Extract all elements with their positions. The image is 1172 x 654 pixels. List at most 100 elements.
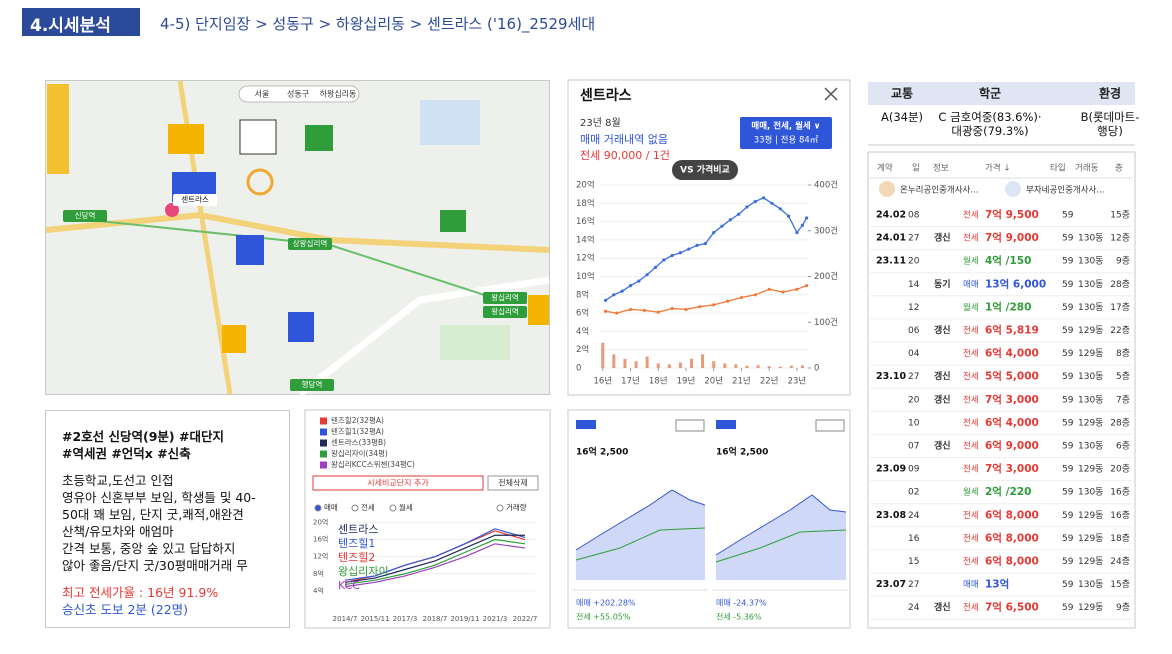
compare-line — [344, 534, 525, 583]
volume-bar — [712, 361, 716, 368]
jeonse-point — [698, 305, 702, 309]
legend-label: 왕십리KCC스위첸(34평C) — [331, 459, 415, 469]
x-tick-label: 20년 — [704, 376, 723, 387]
add-button[interactable] — [312, 475, 484, 491]
row-cell: 동기 — [934, 278, 951, 290]
row-cell: 전세 — [963, 233, 979, 244]
jeonse-point — [642, 308, 646, 312]
sale-point — [670, 253, 674, 258]
row-cell: 22층 — [1110, 325, 1130, 336]
clear-button[interactable] — [487, 475, 539, 491]
row-cell: 59 — [1062, 234, 1074, 244]
list-header: 정보 — [933, 163, 949, 174]
row-cell: 27 — [908, 580, 919, 590]
table-header-bg — [868, 82, 1135, 105]
row-cell: 02 — [908, 488, 919, 498]
row-cell: 59 — [1062, 603, 1074, 613]
row-cell: 7억 9,000 — [985, 232, 1039, 244]
row-cell: 20 — [908, 395, 920, 405]
x-tick-label: 2021/3 — [483, 615, 508, 623]
volume-bar — [612, 354, 616, 368]
row-cell: 2억 /220 — [985, 486, 1031, 498]
row-cell: 매매 — [963, 580, 979, 590]
row-cell: 24.01 — [876, 233, 906, 244]
list-header: 일 — [912, 164, 920, 174]
map-label-bg — [63, 210, 107, 222]
map-label: 왕십리역 — [491, 306, 519, 316]
trend-jeonse: 전세 -5.36% — [716, 612, 762, 622]
option-radio — [496, 504, 504, 512]
row-cell: 전세 — [963, 417, 979, 428]
jeonse-point — [684, 307, 688, 312]
x-tick-label: 16년 — [593, 376, 612, 387]
volume-bar — [800, 365, 804, 368]
row-cell: 6억 4,000 — [985, 417, 1039, 429]
note-line: 초등학교,도선고 인접 — [62, 473, 174, 488]
trend-decor — [572, 419, 848, 591]
sale-point — [778, 207, 782, 211]
sale-point — [628, 284, 633, 288]
row-cell: 4억 /150 — [985, 255, 1031, 267]
map-label: 센트라스 — [181, 194, 209, 204]
row-cell: 갱신 — [934, 232, 951, 244]
row-cell: 129동 — [1078, 510, 1103, 521]
map-label: 신당역 — [75, 210, 96, 220]
row-cell: 59 — [1062, 465, 1074, 475]
row-cell: 23.09 — [876, 464, 906, 475]
trend-sale: 매매 -24.37% — [716, 599, 767, 608]
row-cell: 129동 — [1078, 348, 1103, 359]
row-cell: 28층 — [1110, 417, 1130, 428]
row-cell: 130동 — [1078, 441, 1103, 452]
tag: #2호선 신당역(9분) #대단지 — [62, 429, 224, 444]
x-tick-label: 2017/3 — [393, 615, 418, 623]
y-tick-label: 12억 — [313, 553, 328, 561]
sale-point — [687, 247, 691, 251]
volume-bar — [667, 364, 671, 368]
jeonse-point — [670, 306, 674, 311]
row-cell: 9층 — [1116, 256, 1130, 267]
y-tick-label: 20억 — [313, 518, 328, 526]
volume-bar — [767, 366, 771, 368]
row-cell: 15 — [908, 557, 919, 567]
legend-swatch — [320, 439, 327, 447]
jeonse-point — [628, 307, 633, 312]
row-cell: 23.11 — [876, 256, 906, 267]
jeonse-point — [805, 284, 809, 288]
overlay-label: 텐즈힐1 — [338, 537, 375, 550]
row-cell: 04 — [908, 349, 920, 359]
compare-button[interactable] — [672, 160, 738, 180]
row-cell: 16층 — [1110, 510, 1130, 521]
row-cell: 59 — [1062, 442, 1074, 452]
filter-button[interactable] — [740, 117, 832, 149]
x-tick-label: 2019/11 — [450, 615, 479, 623]
row-cell: 129동 — [1078, 325, 1103, 336]
row-cell: 18층 — [1110, 533, 1130, 544]
row-cell: 24 — [908, 511, 920, 521]
note-line: 간격 보통, 중앙 숲 있고 답답하지 — [62, 541, 236, 556]
notes-panel — [45, 410, 290, 628]
row-cell: 07 — [908, 442, 919, 452]
y-tick-label: 2억 — [576, 344, 589, 355]
row-cell: 월세 — [963, 302, 979, 313]
row-cell: 59 — [1062, 257, 1074, 267]
x-tick-label: 2018/7 — [423, 615, 448, 623]
map-filter: 하왕십리동 — [320, 89, 357, 99]
close-icon[interactable] — [824, 87, 838, 101]
volume-bar — [601, 342, 605, 368]
volume-bar — [701, 354, 705, 368]
row-cell: 130동 — [1078, 256, 1103, 267]
sale-point — [753, 199, 757, 204]
jeonse-point — [739, 295, 744, 300]
row-cell: 6층 — [1116, 441, 1130, 452]
y-tick-label: 16억 — [313, 536, 328, 544]
row-cell: 59 — [1062, 349, 1074, 359]
row-cell: 6억 8,000 — [985, 556, 1039, 568]
y2-tick-label: 300건 — [814, 225, 838, 236]
row-cell: 갱신 — [934, 440, 951, 452]
map-filter: 서울 — [255, 90, 270, 99]
row-cell: 15층 — [1110, 579, 1130, 590]
sale-point — [637, 279, 641, 283]
x-tick-label: 2015/11 — [360, 615, 389, 623]
tag: #역세권 #언덕x #신축 — [62, 446, 191, 461]
sale-point — [653, 265, 658, 269]
